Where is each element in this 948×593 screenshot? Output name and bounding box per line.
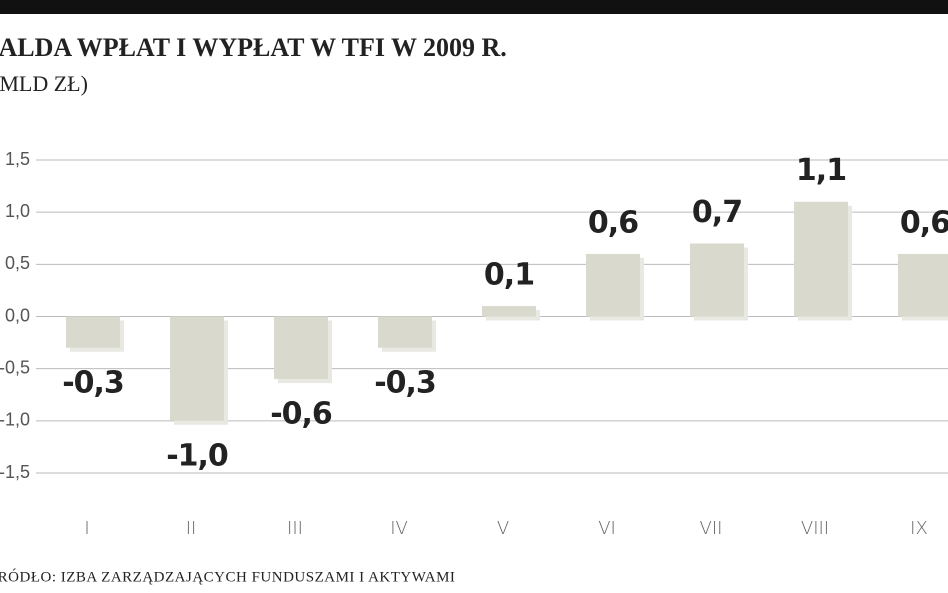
- y-tick-label: -1,0: [0, 410, 30, 430]
- bar: [898, 253, 948, 317]
- x-tick-label: VII: [700, 518, 723, 539]
- bar: [586, 253, 640, 317]
- top-bar: [0, 0, 948, 14]
- value-label: -0,3: [62, 365, 124, 400]
- x-tick-label: II: [186, 518, 197, 539]
- x-tick-label: IV: [390, 518, 408, 539]
- y-tick-label: 1,0: [5, 201, 30, 221]
- y-tick-label: 0,0: [5, 305, 30, 325]
- bar: [794, 201, 848, 317]
- bar: [690, 243, 744, 317]
- y-tick-label: 0,5: [5, 253, 30, 273]
- value-label: 1,1: [796, 153, 846, 188]
- chart-subtitle: (MLD ZŁ): [0, 71, 88, 96]
- bar: [274, 316, 328, 380]
- x-tick-label: I: [84, 518, 89, 539]
- value-label: -0,6: [270, 397, 332, 432]
- value-label: 0,6: [900, 205, 948, 240]
- y-tick-label: -0,5: [0, 357, 30, 377]
- bar: [482, 306, 536, 317]
- bar: [66, 316, 120, 348]
- x-tick-label: VIII: [801, 518, 829, 539]
- x-tick-label: V: [497, 518, 509, 539]
- value-label: 0,7: [692, 195, 742, 230]
- x-tick-label: III: [287, 518, 303, 539]
- value-label: -0,3: [374, 365, 436, 400]
- chart-title: SALDA WPŁAT I WYPŁAT W TFI W 2009 R.: [0, 33, 507, 62]
- value-label: 0,6: [588, 205, 638, 240]
- value-label: -1,0: [166, 438, 228, 473]
- source: ŹRÓDŁO: IZBA ZARZĄDZAJĄCYCH FUNDUSZAMI I…: [0, 568, 455, 585]
- x-tick-label: VI: [598, 518, 616, 539]
- bar: [170, 316, 224, 421]
- bar: [378, 316, 432, 348]
- y-tick-label: -1,5: [0, 462, 30, 482]
- x-tick-label: IX: [910, 518, 928, 539]
- value-label: 0,1: [484, 258, 534, 293]
- y-tick-label: 1,5: [5, 149, 30, 169]
